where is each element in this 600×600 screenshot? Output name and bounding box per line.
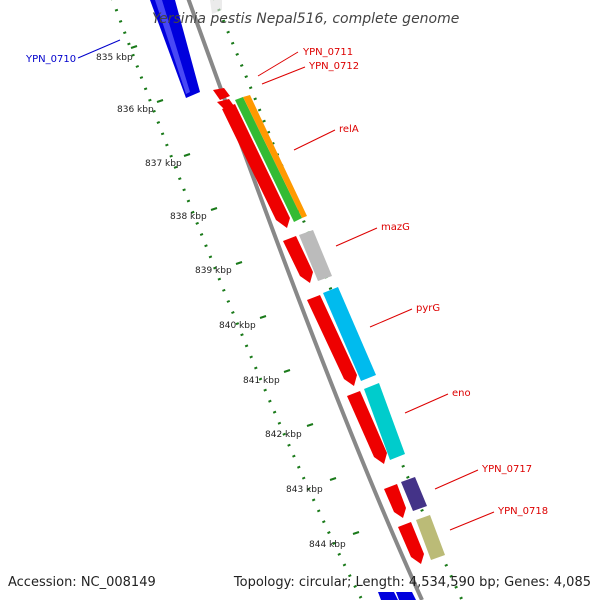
leader-line-pyrG (369, 308, 413, 328)
tick-label: 843 kbp (286, 485, 323, 495)
accession-text: Accession: NC_008149 (8, 575, 156, 590)
leader-line-relA (293, 129, 336, 151)
gene-eno-shape[interactable] (347, 391, 387, 464)
gene-YPN_0710-highlight (155, 0, 190, 94)
gene-YPN_0717-shape[interactable] (384, 484, 406, 518)
leader-line-YPN_0718 (449, 511, 495, 531)
track-top-white (210, 0, 222, 14)
gene-label-pyrG[interactable]: pyrG (416, 303, 440, 314)
dotted-scale-arcs (111, 0, 464, 600)
genome-backbone (186, 0, 424, 600)
track-pyrG[interactable] (323, 287, 376, 381)
track-YPN_0718[interactable] (416, 515, 445, 560)
gene-relA-shape[interactable] (222, 104, 290, 228)
gene-label-relA[interactable]: relA (339, 124, 359, 135)
gene-bottom-blue-1[interactable] (378, 592, 398, 600)
map-title: Yersinia pestis Nepal516, complete genom… (152, 11, 459, 27)
inner-dotted-arc (111, 0, 364, 600)
leader-line-mazG (335, 227, 378, 247)
tick-label: 840 kbp (219, 321, 256, 331)
gene-mazG-shape[interactable] (283, 236, 313, 283)
gene-label-YPN_0711[interactable]: YPN_0711 (302, 47, 353, 58)
scale-ticks: 835 kbp 836 kbp 837 kbp 838 kbp 839 kbp … (96, 45, 360, 550)
tick-label: 837 kbp (145, 159, 182, 169)
track-mazG[interactable] (299, 230, 332, 281)
reverse-strand-genes (150, 0, 416, 600)
tick-label: 835 kbp (96, 53, 133, 63)
track-eno[interactable] (364, 383, 405, 460)
leader-line-YPN_0710 (77, 39, 121, 59)
tick-label: 839 kbp (195, 266, 232, 276)
leader-line-YPN_0711 (257, 51, 299, 77)
tick-mark (283, 369, 291, 373)
gene-pyrG-shape[interactable] (307, 295, 357, 386)
tick-mark (259, 315, 267, 319)
topology-text: Topology: circular; Length: 4,534,590 bp… (233, 575, 591, 590)
gene-label-YPN_0718[interactable]: YPN_0718 (497, 506, 548, 517)
tick-label: 842 kbp (265, 430, 302, 440)
tick-mark (130, 45, 138, 49)
leader-line-eno (404, 393, 449, 414)
tick-label: 838 kbp (170, 212, 207, 222)
gene-label-YPN_0710[interactable]: YPN_0710 (25, 54, 76, 65)
leader-line-YPN_0717 (434, 469, 479, 490)
feature-tracks (210, 0, 445, 560)
tick-mark (329, 477, 337, 481)
gene-bottom-blue-2[interactable] (396, 592, 416, 600)
tick-mark (210, 207, 218, 211)
track-relA-orange[interactable] (243, 95, 307, 218)
track-relA-green[interactable] (235, 97, 302, 222)
forward-strand-genes (213, 88, 424, 564)
outer-dotted-arc (213, 0, 464, 600)
tick-label: 836 kbp (117, 105, 154, 115)
gene-label-YPN_0717[interactable]: YPN_0717 (481, 464, 532, 475)
gene-label-eno[interactable]: eno (452, 388, 471, 399)
tick-mark (156, 99, 164, 103)
gene-YPN_0711-shape[interactable] (213, 88, 230, 100)
gene-label-mazG[interactable]: mazG (381, 222, 410, 233)
gene-YPN_0718-shape[interactable] (398, 522, 424, 564)
gene-label-YPN_0712[interactable]: YPN_0712 (308, 61, 359, 72)
tick-label: 841 kbp (243, 376, 280, 386)
tick-mark (235, 261, 243, 265)
tick-mark (183, 153, 191, 157)
track-YPN_0717[interactable] (401, 477, 427, 511)
leader-line-YPN_0712 (261, 66, 306, 85)
tick-mark (306, 423, 314, 427)
tick-label: 844 kbp (309, 540, 346, 550)
gene-labels: YPN_0710 YPN_0711 YPN_0712 relA mazG pyr… (25, 39, 548, 531)
tick-mark (352, 531, 360, 535)
